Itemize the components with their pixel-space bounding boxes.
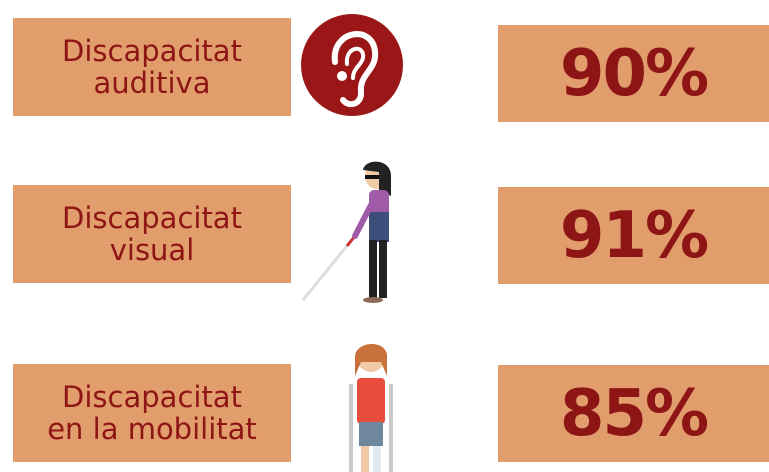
label-line: Discapacitat	[62, 381, 242, 413]
value: 90%	[560, 37, 707, 111]
label-line: visual	[110, 234, 195, 266]
page: Discapacitat auditiva 90% Discapacitat v…	[0, 0, 769, 472]
value-box: 90%	[498, 25, 769, 122]
value: 85%	[560, 377, 707, 451]
value-box: 91%	[498, 187, 769, 284]
label-line: Discapacitat	[62, 35, 242, 67]
ear-icon	[301, 14, 403, 116]
label-box: Discapacitat visual	[13, 185, 291, 283]
value-box: 85%	[498, 365, 769, 462]
label-line: Discapacitat	[62, 202, 242, 234]
label-box: Discapacitat en la mobilitat	[13, 364, 291, 462]
crutch-person-icon	[351, 344, 391, 472]
blind-person-icon	[303, 162, 391, 303]
label-line: en la mobilitat	[47, 413, 257, 445]
label-line: auditiva	[94, 67, 211, 99]
icons	[295, 0, 415, 472]
value: 91%	[560, 199, 707, 273]
label-box: Discapacitat auditiva	[13, 18, 291, 116]
